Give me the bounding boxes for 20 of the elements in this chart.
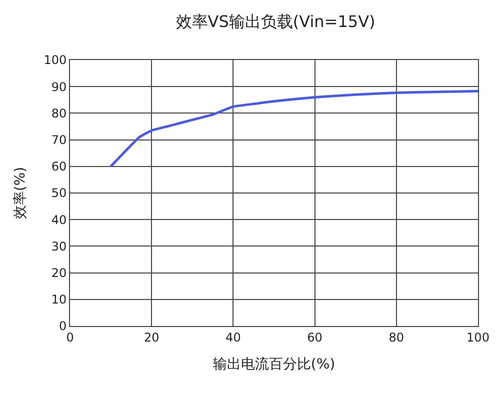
y-tick-label: 70 (51, 133, 67, 147)
y-axis-title: 效率(%) (12, 166, 28, 220)
line-series (110, 90, 478, 168)
y-tick-label: 20 (51, 266, 67, 280)
y-tick-label: 60 (51, 160, 67, 174)
x-axis-title: 输出电流百分比(%) (212, 356, 336, 373)
y-tick-label: 80 (51, 106, 67, 120)
x-tick-label: 20 (144, 330, 160, 344)
y-tick-label: 40 (51, 212, 67, 227)
y-tick-label: 100 (44, 53, 67, 68)
y-tick-label: 30 (51, 239, 67, 254)
x-tick-label: 80 (388, 330, 404, 344)
x-tick-label: 100 (466, 330, 490, 344)
y-tick-label: 10 (51, 292, 67, 307)
y-tick-label: 0 (58, 319, 67, 334)
x-tick-label: 60 (307, 330, 322, 344)
chart-title: 效率VS输出负载(Vin=15V) (176, 12, 376, 32)
y-tick-label: 90 (51, 80, 67, 94)
x-tick-label: 40 (226, 330, 241, 344)
y-tick-label: 50 (51, 186, 67, 200)
